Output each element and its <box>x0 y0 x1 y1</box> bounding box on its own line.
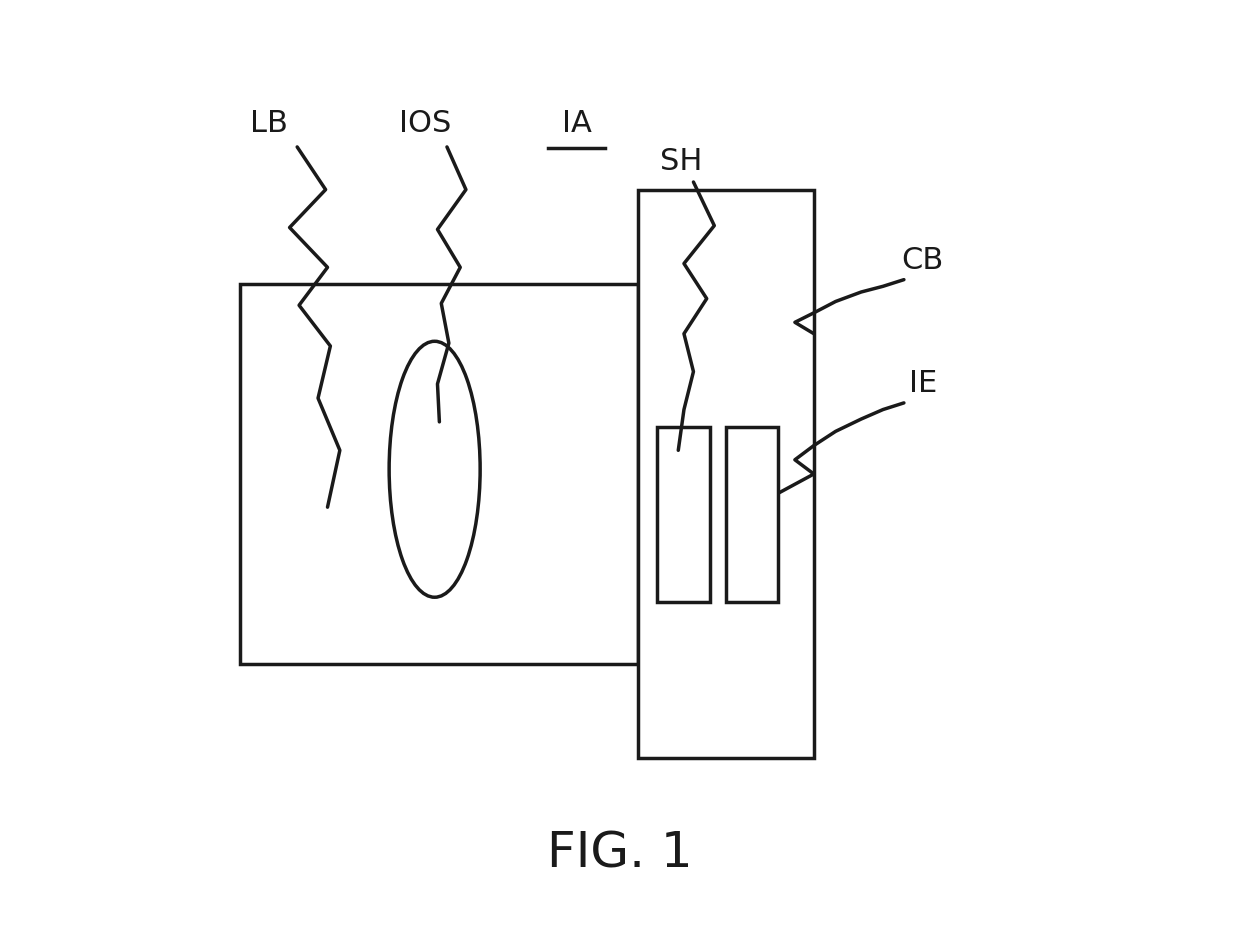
Text: IA: IA <box>563 109 592 137</box>
Text: IOS: IOS <box>399 109 451 137</box>
Bar <box>638 190 814 758</box>
Text: LB: LB <box>250 109 287 137</box>
Bar <box>658 427 710 602</box>
Text: SH: SH <box>660 147 703 175</box>
Text: FIG. 1: FIG. 1 <box>546 830 693 877</box>
Text: CB: CB <box>902 246 944 275</box>
Bar <box>240 284 638 664</box>
Bar <box>726 427 778 602</box>
Ellipse shape <box>389 341 481 597</box>
Text: IE: IE <box>908 370 937 398</box>
